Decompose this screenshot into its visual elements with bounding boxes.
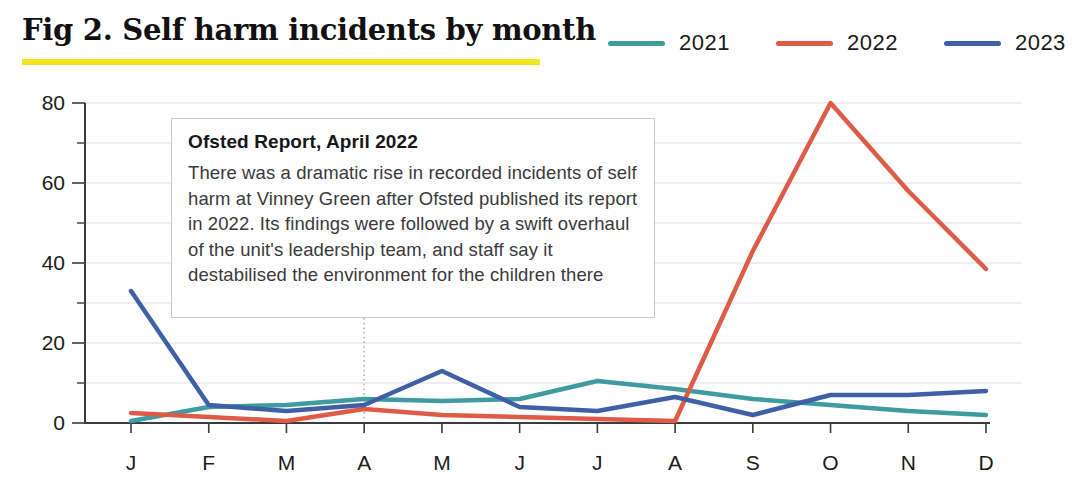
chart-legend: 2021 2022 2023 [608, 30, 1066, 56]
legend-item-2022: 2022 [776, 30, 898, 56]
legend-item-2023: 2023 [944, 30, 1066, 56]
month-label-8: S [746, 451, 760, 474]
legend-item-2021: 2021 [608, 30, 730, 56]
month-label-0: J [126, 451, 137, 474]
y-tick-label-0: 0 [53, 411, 65, 434]
series-line-2021 [131, 381, 986, 421]
month-label-6: J [592, 451, 603, 474]
legend-label-2022: 2022 [847, 30, 898, 56]
month-label-7: A [668, 451, 682, 474]
annotation-body: There was a dramatic rise in recorded in… [188, 160, 638, 288]
y-tick-label-40: 40 [42, 251, 65, 274]
figure-title: Fig 2. Self harm incidents by month [22, 13, 596, 47]
annotation-title: Ofsted Report, April 2022 [188, 131, 638, 153]
title-yellow-highlight [22, 59, 540, 65]
legend-label-2021: 2021 [679, 30, 730, 56]
legend-swatch-2021 [608, 41, 665, 46]
annotation-box: Ofsted Report, April 2022 There was a dr… [171, 118, 655, 318]
month-label-11: D [978, 451, 993, 474]
month-label-1: F [202, 451, 215, 474]
legend-swatch-2023 [944, 41, 1001, 46]
y-tick-label-80: 80 [42, 91, 65, 114]
month-label-3: A [357, 451, 371, 474]
month-label-9: O [822, 451, 838, 474]
month-label-10: N [901, 451, 916, 474]
legend-label-2023: 2023 [1015, 30, 1066, 56]
y-tick-label-20: 20 [42, 331, 65, 354]
legend-swatch-2022 [776, 41, 833, 46]
chart-page: Fig 2. Self harm incidents by month 2021… [0, 0, 1080, 493]
month-label-2: M [278, 451, 296, 474]
month-label-4: M [433, 451, 451, 474]
month-label-5: J [514, 451, 525, 474]
y-tick-label-60: 60 [42, 171, 65, 194]
